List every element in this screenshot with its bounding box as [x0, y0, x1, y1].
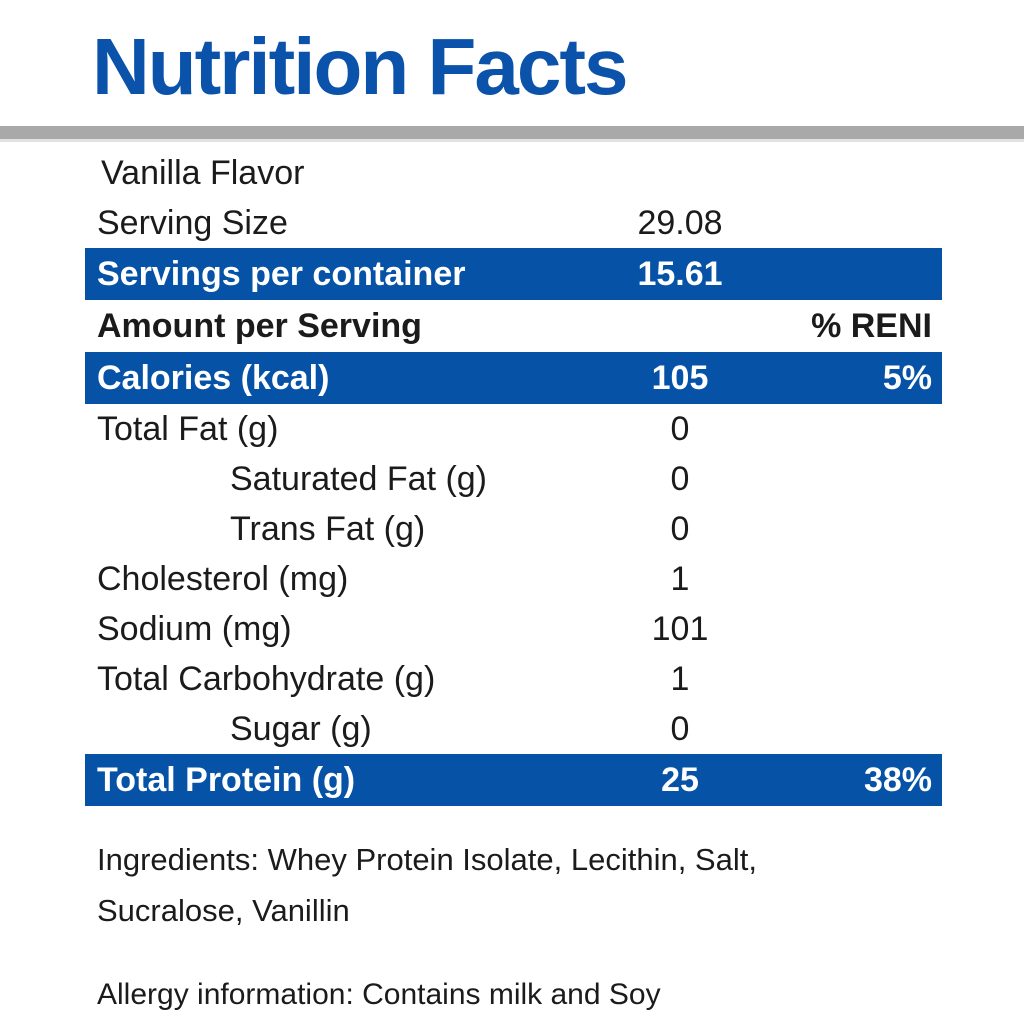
row-label: Trans Fat (g): [230, 509, 426, 548]
table-row: Total Carbohydrate (g) 1: [85, 654, 942, 704]
table-row: Vanilla Flavor: [85, 148, 942, 198]
table-row: Saturated Fat (g) 0: [85, 454, 942, 504]
row-value: 1: [670, 659, 690, 698]
row-value: 0: [670, 709, 690, 748]
table-row: Total Protein (g) 25 38%: [85, 754, 942, 806]
row-label: Sugar (g): [230, 709, 372, 748]
table-row: Cholesterol (mg) 1: [85, 554, 942, 604]
nutrition-table: Vanilla Flavor Serving Size 29.08 Servin…: [85, 148, 942, 806]
page-title: Nutrition Facts: [92, 22, 628, 111]
row-label: Servings per container: [97, 254, 466, 293]
table-row: Total Fat (g) 0: [85, 404, 942, 454]
reni-header: % RENI: [811, 306, 932, 345]
row-value: 101: [651, 609, 709, 648]
row-label: Serving Size: [97, 203, 288, 242]
row-value: 29.08: [637, 203, 723, 242]
amount-per-serving-header: Amount per Serving: [97, 306, 422, 345]
flavor-label: Vanilla Flavor: [101, 153, 305, 192]
row-label: Total Fat (g): [97, 409, 279, 448]
divider: [0, 126, 1024, 142]
row-value: 25: [661, 760, 699, 799]
row-value: 0: [670, 409, 690, 448]
table-row: Calories (kcal) 105 5%: [85, 352, 942, 404]
ingredients-text: Ingredients: Whey Protein Isolate, Lecit…: [97, 842, 757, 928]
row-label: Calories (kcal): [97, 358, 330, 397]
row-pct: 5%: [882, 358, 932, 397]
row-value: 1: [670, 559, 690, 598]
row-value: 105: [651, 358, 709, 397]
table-row: Servings per container 15.61: [85, 248, 942, 300]
row-label: Total Protein (g): [97, 760, 356, 799]
table-row: Trans Fat (g) 0: [85, 504, 942, 554]
row-label: Saturated Fat (g): [230, 459, 488, 498]
table-row: Sodium (mg) 101: [85, 604, 942, 654]
table-row: Sugar (g) 0: [85, 704, 942, 754]
row-pct: 38%: [863, 760, 932, 799]
table-row: Serving Size 29.08: [85, 198, 942, 248]
row-value: 15.61: [637, 254, 723, 293]
row-value: 0: [670, 459, 690, 498]
row-label: Cholesterol (mg): [97, 559, 349, 598]
row-label: Total Carbohydrate (g): [97, 659, 436, 698]
table-row: Amount per Serving % RENI: [85, 300, 942, 352]
allergy-text: Allergy information: Contains milk and S…: [97, 978, 661, 1011]
row-value: 0: [670, 509, 690, 548]
row-label: Sodium (mg): [97, 609, 292, 648]
